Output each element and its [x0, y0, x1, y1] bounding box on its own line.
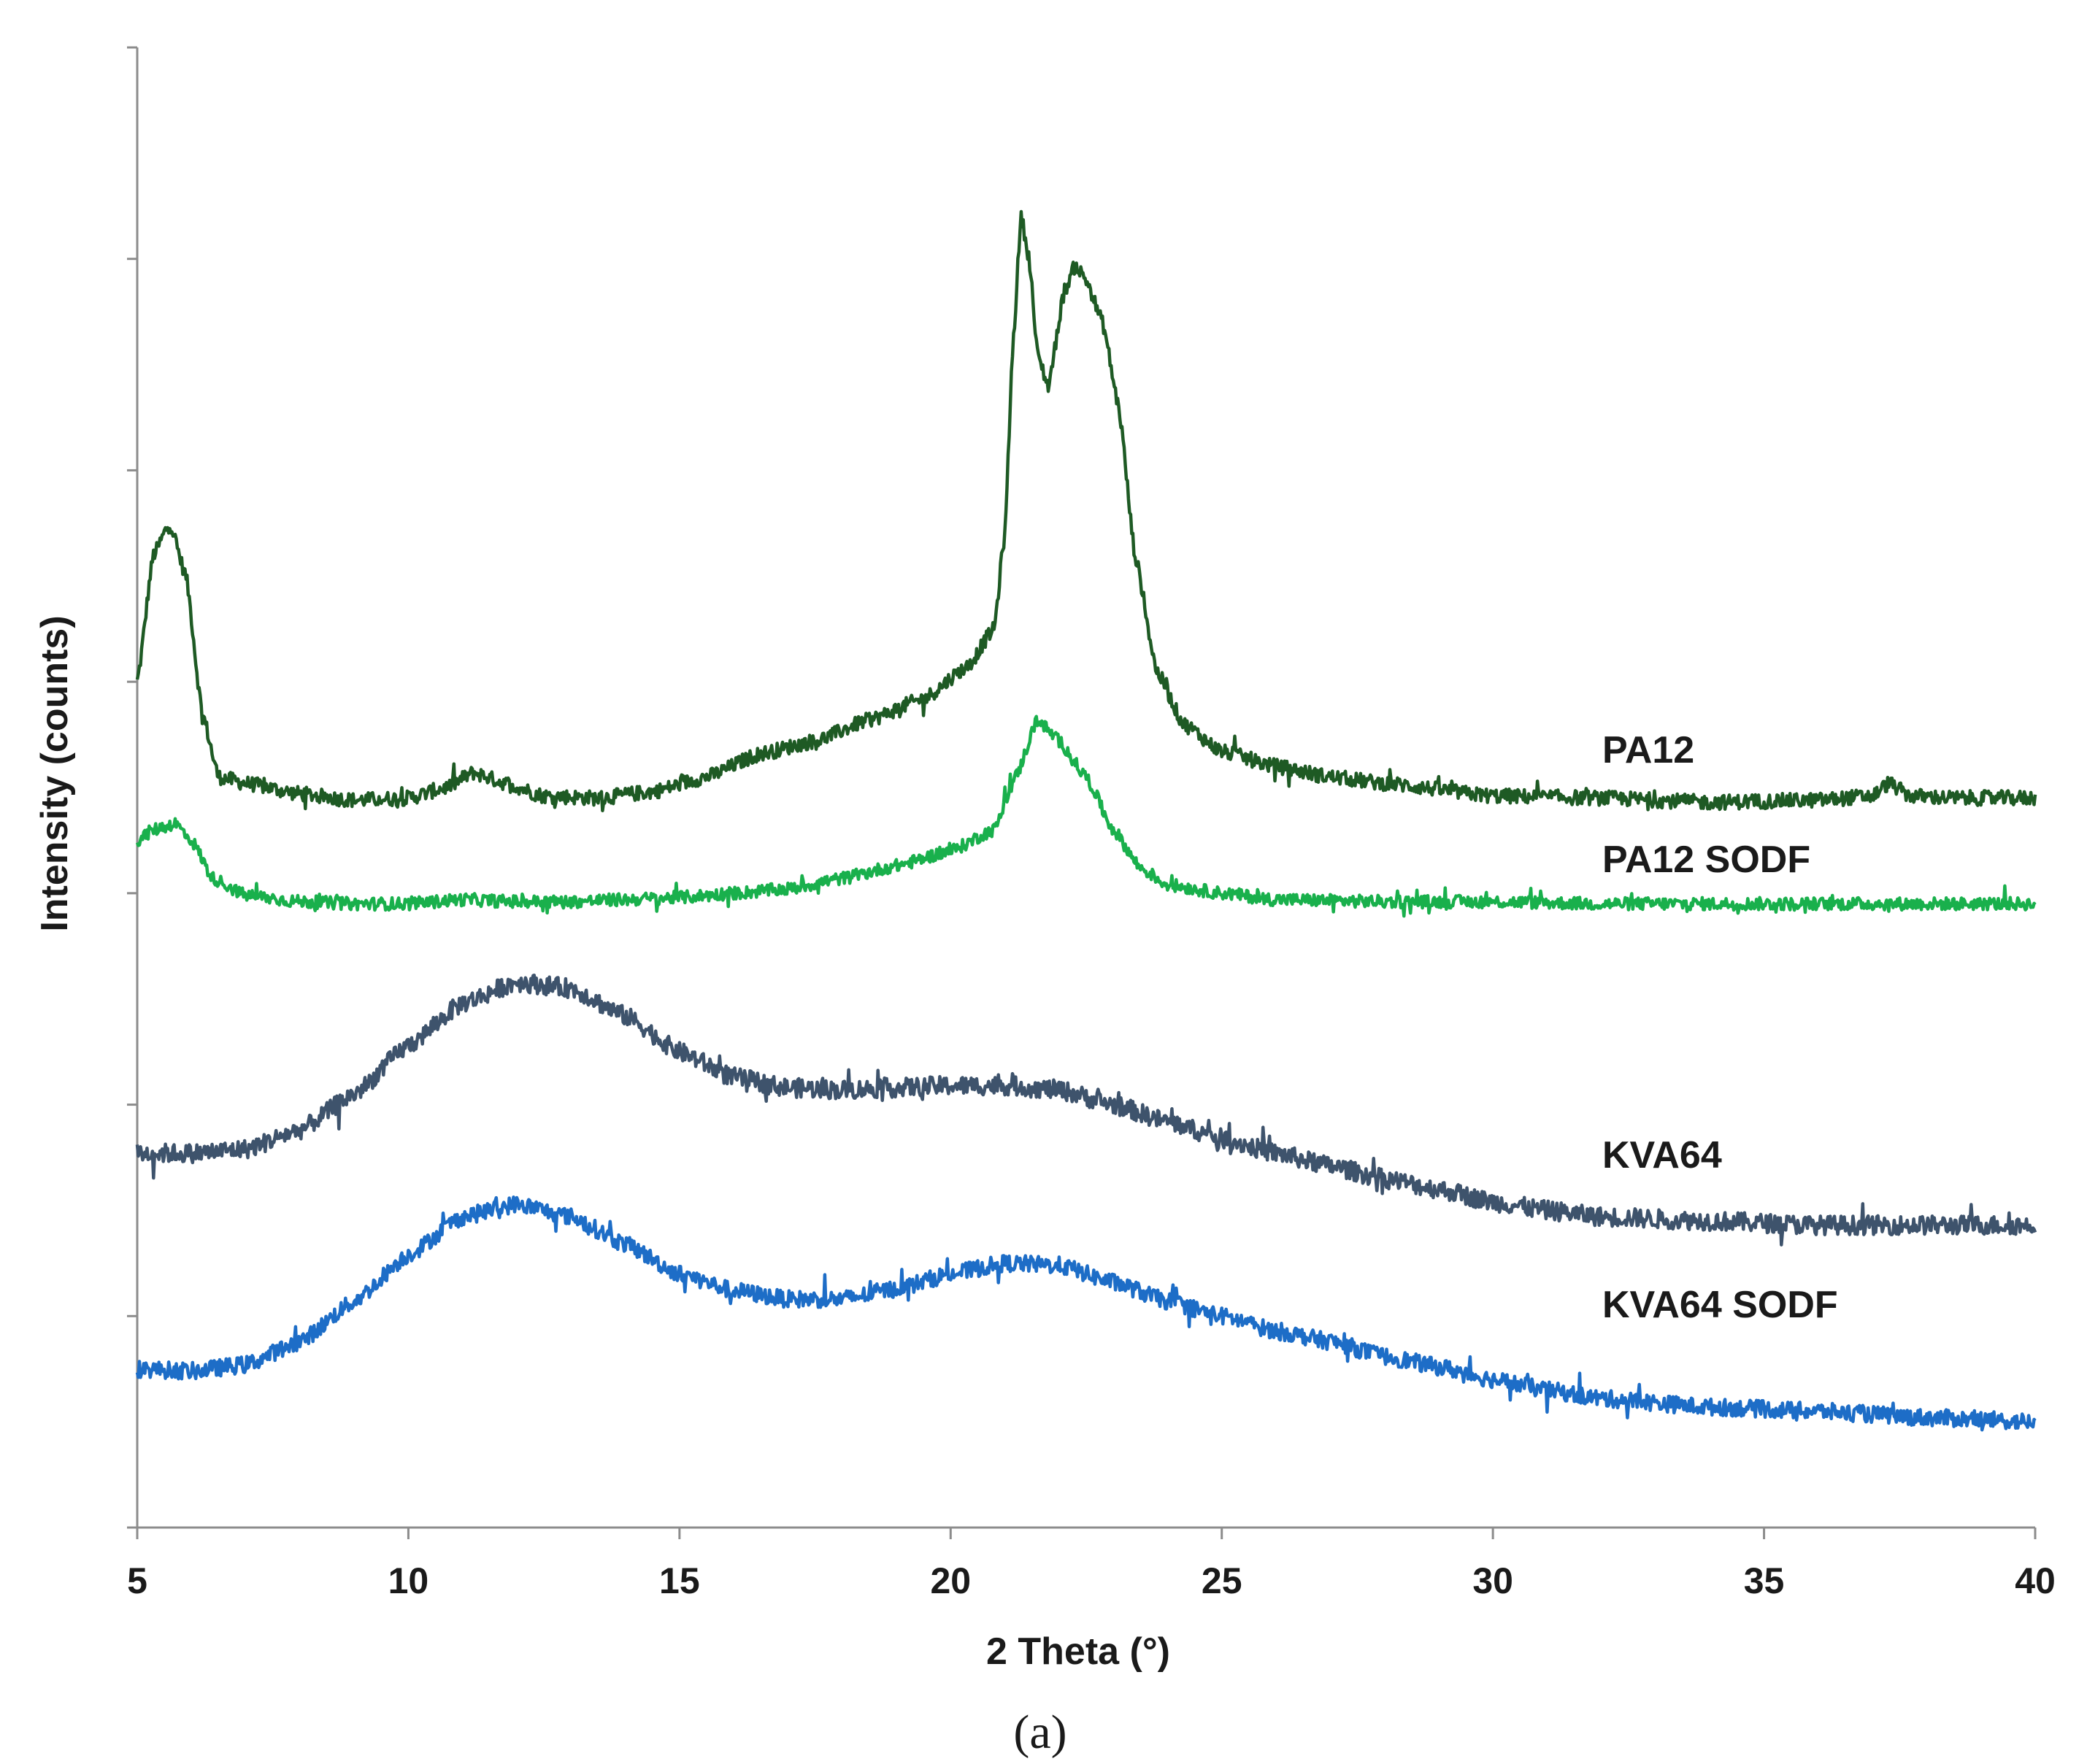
series-line-pa12 — [135, 209, 2037, 812]
x-tick-label: 30 — [1472, 1560, 1513, 1601]
series-label: KVA64 SODF — [1602, 1284, 1838, 1326]
x-tick-label: 5 — [127, 1560, 147, 1601]
series-label: PA12 SODF — [1602, 839, 1810, 881]
figure-caption: (a) — [1013, 1706, 1066, 1759]
series-line-kva64 — [135, 974, 2037, 1247]
series-labels: PA12 PA12 SODF KVA64 KVA64 SODF — [1602, 729, 1838, 1326]
x-tick-label: 35 — [1744, 1560, 1785, 1601]
x-tick-label: 15 — [659, 1560, 700, 1601]
series-line-pa12-sodf — [135, 715, 2037, 918]
x-tick-label: 10 — [388, 1560, 429, 1601]
y-axis — [127, 46, 139, 1529]
series-label: KVA64 — [1602, 1134, 1722, 1176]
series-layer — [135, 209, 2037, 1432]
x-tick-label: 40 — [2015, 1560, 2056, 1601]
series-line-kva64-sodf — [135, 1195, 2037, 1432]
y-axis-title: Intensity (counts) — [34, 615, 76, 931]
x-tick-label: 20 — [930, 1560, 971, 1601]
x-axis: 5 10 15 20 25 30 35 40 — [127, 1526, 2056, 1601]
series-label: PA12 — [1602, 729, 1694, 771]
x-tick-label: 25 — [1202, 1560, 1242, 1601]
x-axis-title: 2 Theta (°) — [986, 1630, 1170, 1673]
